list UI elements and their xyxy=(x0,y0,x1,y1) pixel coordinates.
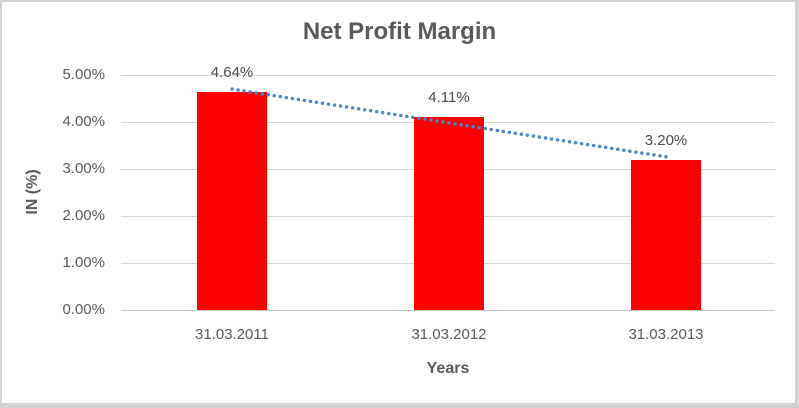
y-tick-label: 3.00% xyxy=(62,160,105,177)
x-axis-title: Years xyxy=(426,360,470,377)
bar xyxy=(197,91,267,310)
bar xyxy=(631,159,701,310)
chart-title: Net Profit Margin xyxy=(302,18,497,45)
y-tick-label: 5.00% xyxy=(62,66,105,83)
y-tick-label: 2.00% xyxy=(62,207,105,224)
y-tick-label: 4.00% xyxy=(62,113,105,130)
x-axis-line xyxy=(121,310,775,311)
gridline xyxy=(121,75,775,76)
data-label: 4.64% xyxy=(210,63,254,81)
y-tick-label: 0.00% xyxy=(62,301,105,318)
x-tick-label: 31.03.2012 xyxy=(411,326,487,343)
data-label: 4.11% xyxy=(428,88,470,106)
data-label: 3.20% xyxy=(644,131,688,149)
x-tick-label: 31.03.2011 xyxy=(195,326,269,343)
x-tick-label: 31.03.2013 xyxy=(628,326,704,343)
bar xyxy=(414,116,484,310)
y-tick-label: 1.00% xyxy=(62,254,105,271)
